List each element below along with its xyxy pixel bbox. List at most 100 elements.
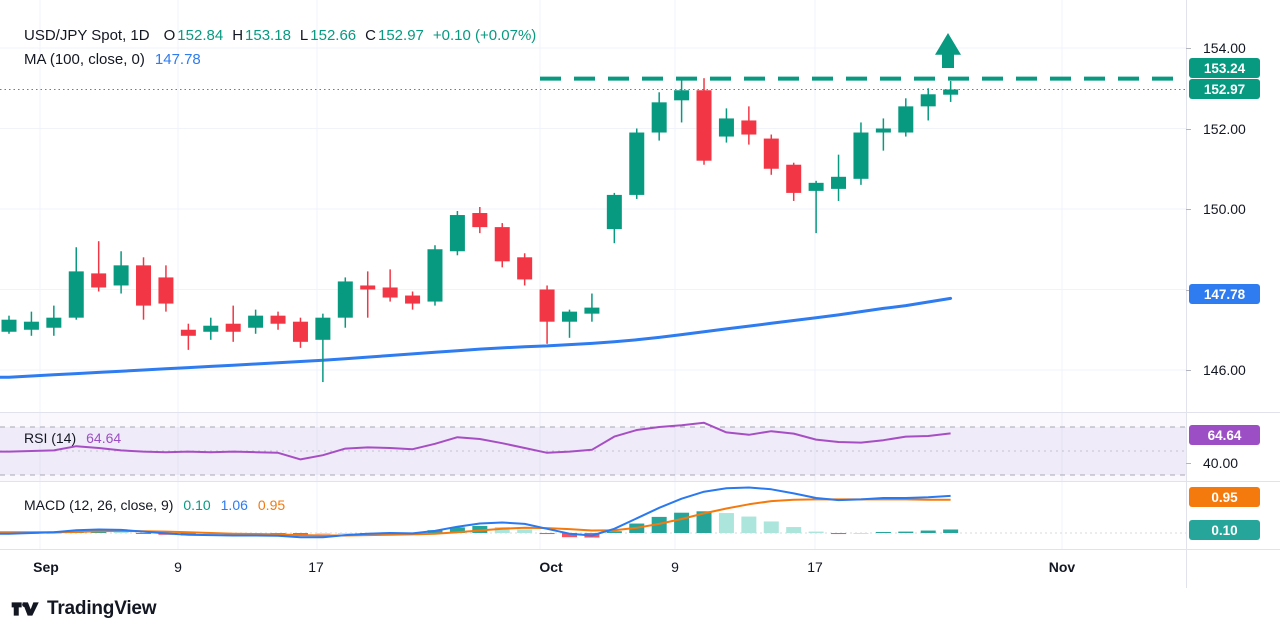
- candle: [225, 323, 241, 332]
- candle: [943, 89, 959, 95]
- ma-legend-row[interactable]: MA (100, close, 0) 147.78: [24, 51, 201, 68]
- high-label: H: [232, 27, 244, 44]
- candle: [248, 315, 264, 328]
- price-badge: 152.97: [1189, 79, 1260, 99]
- candle: [270, 315, 286, 324]
- rsi-pane: [0, 413, 1186, 481]
- candle: [920, 94, 936, 107]
- tick-mark: [1186, 128, 1191, 130]
- candle: [46, 317, 62, 328]
- candle: [91, 273, 107, 288]
- time-tick: Sep: [33, 559, 59, 575]
- candle: [741, 120, 757, 135]
- price-badge: 153.24: [1189, 58, 1260, 78]
- price-tick: 152.00: [1203, 120, 1246, 137]
- candle: [382, 287, 398, 298]
- price-badge: 64.64: [1189, 425, 1260, 445]
- candle: [875, 128, 891, 133]
- macd-line: [0, 486, 951, 539]
- candle: [360, 285, 376, 290]
- candle: [449, 215, 465, 252]
- candle: [180, 329, 196, 336]
- open-value: 152.84: [177, 27, 224, 44]
- candle: [674, 90, 690, 101]
- price-axis[interactable]: 154.00152.00150.00148.00146.0040.00153.2…: [1186, 0, 1280, 588]
- candle: [427, 249, 443, 302]
- candle: [831, 176, 847, 189]
- candle: [718, 118, 734, 137]
- price-badge: 0.95: [1189, 487, 1260, 507]
- tick-mark: [1186, 463, 1191, 464]
- candle: [606, 194, 622, 230]
- tradingview-logo[interactable]: TradingView: [10, 598, 157, 620]
- macd-label: MACD (12, 26, close, 9): [24, 497, 174, 513]
- change-value: +0.10 (+0.07%): [432, 27, 537, 44]
- candle: [337, 281, 353, 318]
- macd-hist-value: 0.10: [183, 497, 211, 513]
- time-tick: 17: [807, 559, 823, 575]
- open-label: O: [163, 27, 176, 44]
- candle: [696, 90, 712, 161]
- tradingview-logo-icon: [11, 602, 39, 616]
- time-tick: 17: [308, 559, 324, 575]
- low-label: L: [299, 27, 309, 44]
- ma100-line: [0, 296, 953, 379]
- time-tick: Oct: [539, 559, 563, 575]
- price-tick: 40.00: [1203, 455, 1239, 471]
- time-axis[interactable]: Sep 9 17 Oct 9 17 Nov: [0, 550, 1280, 588]
- candle: [68, 271, 84, 318]
- tick-mark: [1186, 209, 1191, 210]
- price-tick: 146.00: [1203, 362, 1246, 378]
- price-badge: 0.10: [1189, 520, 1260, 540]
- candle: [651, 102, 667, 133]
- low-value: 152.66: [310, 27, 357, 44]
- candle: [113, 265, 129, 286]
- price-tick: 154.00: [1203, 40, 1246, 56]
- symbol-legend-row[interactable]: USD/JPY Spot, 1D O 152.84 H 153.18 L 152.66…: [24, 27, 536, 44]
- ma-value: 147.78: [154, 51, 201, 68]
- candle: [23, 321, 39, 330]
- macd-signal-value: 0.95: [257, 497, 286, 513]
- candle: [472, 213, 488, 228]
- tick-mark: [1186, 370, 1191, 371]
- ma-label: MA (100, close, 0): [24, 51, 145, 68]
- price-tick: 150.00: [1203, 201, 1246, 217]
- price-badge: 147.78: [1189, 284, 1260, 304]
- tick-mark: [1186, 289, 1191, 291]
- candle: [898, 106, 914, 133]
- time-tick: 9: [671, 559, 679, 575]
- candle: [853, 132, 869, 179]
- candle: [315, 317, 331, 340]
- high-value: 153.18: [245, 27, 291, 44]
- candle: [808, 182, 824, 191]
- time-tick: 9: [174, 559, 182, 575]
- up-arrow-marker[interactable]: [935, 33, 961, 68]
- rsi-value: 64.64: [86, 430, 122, 446]
- candle: [405, 295, 421, 304]
- symbol-title: USD/JPY Spot, 1D: [24, 27, 150, 44]
- close-label: C: [365, 27, 376, 44]
- chart-canvas[interactable]: [0, 0, 1280, 588]
- candle: [517, 257, 533, 280]
- candle: [539, 289, 555, 322]
- candles: [1, 78, 959, 383]
- gridlines: [0, 0, 1186, 549]
- tradingview-wordmark: TradingView: [47, 598, 157, 619]
- candle: [1, 319, 17, 332]
- tick-mark: [1186, 48, 1191, 49]
- candle: [136, 265, 152, 306]
- rsi-line: [0, 421, 951, 461]
- rsi-label: RSI (14): [24, 430, 77, 446]
- candle: [292, 321, 308, 342]
- rsi-legend-row[interactable]: RSI (14) 64.64: [24, 430, 121, 446]
- candle: [562, 311, 577, 322]
- candle: [786, 164, 802, 193]
- candle: [763, 138, 779, 169]
- candle: [158, 277, 174, 304]
- candle: [584, 307, 600, 314]
- candle: [494, 227, 510, 262]
- close-value: 152.97: [378, 27, 424, 44]
- macd-line-value: 1.06: [220, 497, 248, 513]
- macd-legend-row[interactable]: MACD (12, 26, close, 9) 0.10 1.06 0.95: [24, 497, 285, 513]
